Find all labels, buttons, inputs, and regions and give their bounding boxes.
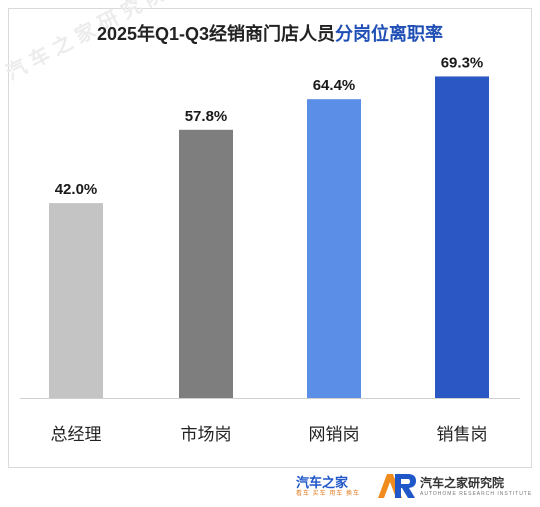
research-institute-en: AUTOHOME RESEARCH INSTITUTE xyxy=(420,491,533,497)
research-institute-name: 汽车之家研究院 xyxy=(420,476,505,490)
bar-2 xyxy=(179,129,233,399)
autohome-logo-text: 汽车之家 xyxy=(296,475,349,490)
category-label-1: 总经理 xyxy=(51,425,102,445)
bar-4 xyxy=(435,76,489,398)
ar-logo-icon xyxy=(378,474,416,498)
value-label-2: 57.8% xyxy=(185,108,228,125)
value-label-3: 64.4% xyxy=(313,77,356,94)
value-label-1: 42.0% xyxy=(55,181,98,198)
chart-title: 2025年Q1-Q3经销商门店人员分岗位离职率 xyxy=(0,20,540,46)
value-label-4: 69.3% xyxy=(441,54,484,71)
bar-3 xyxy=(307,99,361,399)
bar-chart: 42.0% 总经理 57.8% 市场岗 64.4% 网销岗 69.3% 销售岗 xyxy=(20,54,520,445)
category-label-3: 网销岗 xyxy=(309,425,360,445)
autohome-tagline: 看车 买车 用车 换车 xyxy=(296,491,361,497)
category-label-4: 销售岗 xyxy=(437,425,488,445)
title-highlight: 分岗位离职率 xyxy=(335,24,444,44)
title-prefix: 2025年Q1-Q3经销商门店人员 xyxy=(96,24,336,44)
category-label-2: 市场岗 xyxy=(181,425,232,445)
bar-1 xyxy=(49,203,103,398)
footer: 汽车之家 看车 买车 用车 换车 汽车之家研究院 AUTOHOME RESEAR… xyxy=(0,468,540,507)
research-institute-brand: 汽车之家研究院 AUTOHOME RESEARCH INSTITUTE xyxy=(420,476,532,499)
autohome-brand: 汽车之家 看车 买车 用车 换车 xyxy=(296,476,360,499)
